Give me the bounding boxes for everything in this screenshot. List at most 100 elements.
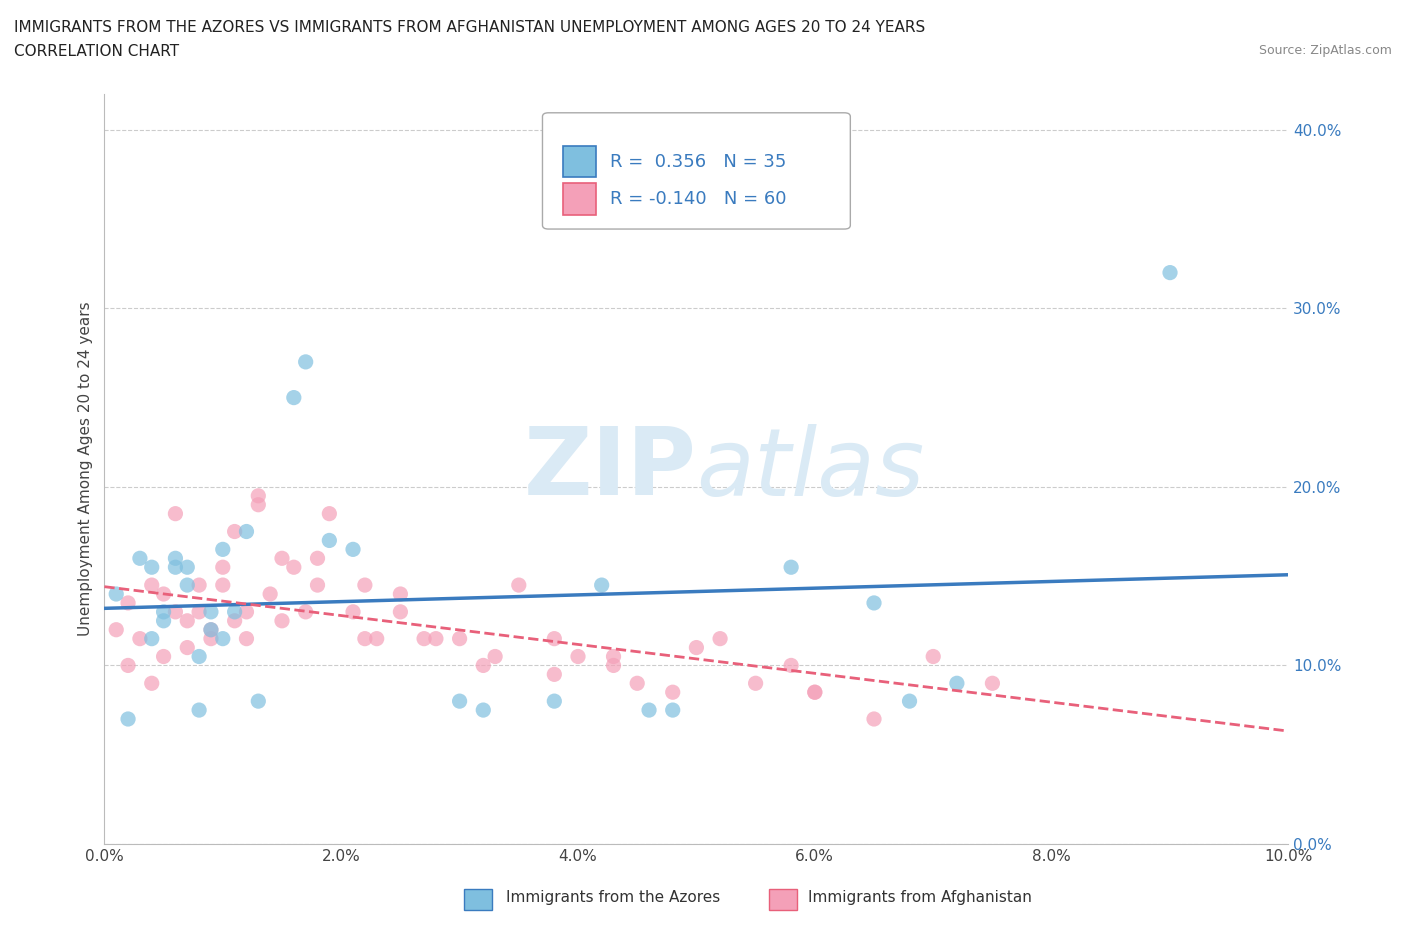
Point [176,578,198,592]
Point [211,560,233,575]
Point [117,711,139,726]
Point [165,560,187,575]
Point [152,587,174,602]
Point [129,631,152,646]
Point [141,676,163,691]
Point [449,694,471,709]
Text: CORRELATION CHART: CORRELATION CHART [14,44,179,59]
Point [366,631,388,646]
Point [224,614,246,629]
Point [188,604,211,619]
Point [283,560,305,575]
Text: ZIP: ZIP [523,423,696,515]
Point [224,525,246,539]
Point [188,649,211,664]
Point [543,631,565,646]
Text: IMMIGRANTS FROM THE AZORES VS IMMIGRANTS FROM AFGHANISTAN UNEMPLOYMENT AMONG AGE: IMMIGRANTS FROM THE AZORES VS IMMIGRANTS… [14,20,925,35]
Point [922,649,945,664]
Point [318,533,340,548]
Point [863,595,886,610]
Point [283,391,305,405]
Point [188,703,211,718]
Point [188,578,211,592]
Point [165,551,187,565]
Point [152,649,174,664]
Point [105,622,128,637]
Point [235,631,257,646]
Point [804,684,827,699]
Point [200,622,222,637]
Point [152,604,174,619]
Point [211,578,233,592]
Point [247,694,270,709]
Point [342,542,364,557]
Point [389,604,412,619]
Point [626,676,648,691]
Point [602,649,624,664]
Text: R = -0.140   N = 60: R = -0.140 N = 60 [610,190,786,208]
Point [413,631,436,646]
Point [484,649,506,664]
Point [354,578,377,592]
Point [661,684,683,699]
Point [200,604,222,619]
Point [224,604,246,619]
Point [567,649,589,664]
Point [165,506,187,521]
Point [294,604,316,619]
Point [235,525,257,539]
Text: Source: ZipAtlas.com: Source: ZipAtlas.com [1258,44,1392,57]
Point [425,631,447,646]
Point [780,560,803,575]
Point [200,622,222,637]
Point [259,587,281,602]
Point [661,703,683,718]
Point [389,587,412,602]
Point [804,684,827,699]
FancyBboxPatch shape [543,113,851,229]
Point [152,614,174,629]
Point [638,703,661,718]
Point [602,658,624,673]
Point [307,551,329,565]
Point [981,676,1004,691]
Point [744,676,766,691]
Point [105,587,128,602]
Point [271,614,294,629]
Text: Immigrants from the Azores: Immigrants from the Azores [506,890,720,905]
Point [247,488,270,503]
Point [685,640,707,655]
Point [141,560,163,575]
Text: atlas: atlas [696,423,925,514]
Point [543,694,565,709]
Point [176,614,198,629]
Point [117,658,139,673]
Point [318,506,340,521]
FancyBboxPatch shape [562,146,596,178]
Point [472,658,495,673]
Point [235,604,257,619]
Point [543,667,565,682]
FancyBboxPatch shape [562,183,596,215]
Point [200,631,222,646]
Point [342,604,364,619]
Point [709,631,731,646]
Point [141,578,163,592]
Point [354,631,377,646]
Y-axis label: Unemployment Among Ages 20 to 24 years: Unemployment Among Ages 20 to 24 years [79,301,93,636]
Text: R =  0.356   N = 35: R = 0.356 N = 35 [610,153,786,170]
Point [591,578,613,592]
Point [129,551,152,565]
Point [508,578,530,592]
Point [863,711,886,726]
Point [946,676,969,691]
Point [117,595,139,610]
Point [307,578,329,592]
Point [165,604,187,619]
Point [247,498,270,512]
Point [176,560,198,575]
Point [898,694,921,709]
Point [211,542,233,557]
Point [294,354,316,369]
Point [780,658,803,673]
